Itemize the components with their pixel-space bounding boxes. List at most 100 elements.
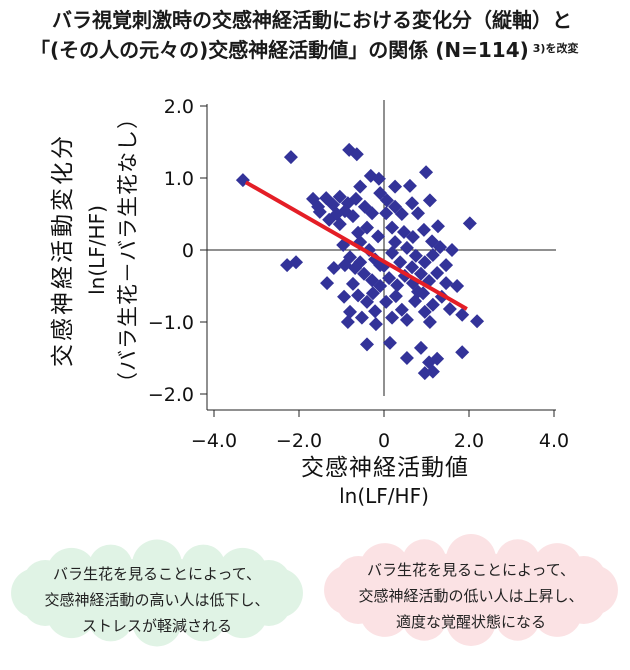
x-tick-label: −4.0 bbox=[191, 430, 237, 452]
data-point bbox=[394, 302, 409, 317]
callout-right-text: バラ生花を見ることによって、 交感神経活動の低い人は上昇し、 適度な覚醒状態にな… bbox=[325, 557, 617, 635]
data-point bbox=[390, 278, 405, 293]
callout-left-line: バラ生花を見ることによって、 bbox=[52, 565, 262, 583]
data-point bbox=[348, 261, 363, 275]
data-point bbox=[422, 315, 437, 329]
data-point bbox=[455, 345, 470, 360]
y-axis-label-line-3: （バラ生花－バラ生花なし） bbox=[116, 107, 140, 393]
data-point bbox=[419, 165, 434, 180]
data-point bbox=[439, 258, 454, 273]
data-point bbox=[379, 206, 394, 221]
data-point bbox=[312, 204, 327, 219]
x-tick-label: 4.0 bbox=[539, 430, 569, 452]
data-point bbox=[322, 212, 337, 227]
data-point bbox=[349, 147, 364, 162]
data-point bbox=[337, 258, 352, 273]
data-point bbox=[430, 219, 445, 234]
data-point bbox=[353, 179, 368, 194]
data-point bbox=[368, 304, 383, 319]
data-point bbox=[357, 266, 372, 281]
y-axis-label-line-1: 交感神経活動変化分 bbox=[50, 133, 76, 367]
x-tick-label: 0 bbox=[378, 430, 390, 452]
data-point bbox=[416, 222, 431, 237]
data-point bbox=[365, 206, 380, 221]
data-point bbox=[337, 289, 352, 304]
callout-right-line: 交感神経活動の低い人は上昇し、 bbox=[358, 587, 584, 605]
data-point bbox=[385, 310, 400, 325]
callout-right-cloud bbox=[324, 534, 618, 646]
callout-right-cloud-bump bbox=[446, 534, 496, 584]
callout-right-cloud-bump bbox=[402, 539, 447, 584]
callout-left-cloud bbox=[11, 539, 303, 647]
x-tick-label: 2.0 bbox=[454, 430, 484, 452]
data-point bbox=[422, 193, 437, 208]
x-axis-label-line-1: 交感神経活動値 bbox=[301, 455, 469, 481]
data-point bbox=[373, 186, 388, 201]
x-axis-ticks: −4.0 −2.0 0 2.0 4.0 bbox=[191, 410, 569, 452]
callout-left-cloud-bump bbox=[88, 597, 133, 642]
callout-right-cloud-bump bbox=[359, 543, 410, 594]
callout-right-cloud-bump bbox=[495, 596, 540, 641]
callout-right-line: 適度な覚醒状態になる bbox=[395, 613, 546, 631]
data-point bbox=[399, 312, 414, 327]
callout-right-cloud-bump bbox=[402, 596, 447, 641]
data-point bbox=[399, 240, 414, 255]
chart-title-line-2-row: 「(その人の元々の)交感神経活動値」の関係 (N=114) 3)を改変 bbox=[30, 37, 578, 63]
trend-line-layer bbox=[244, 180, 468, 311]
callout-left-cloud-bump bbox=[88, 544, 133, 589]
source-note: 3)を改変 bbox=[532, 42, 579, 55]
data-point bbox=[450, 279, 465, 293]
callout-left-cloud-bump bbox=[181, 544, 226, 589]
callout-left-text: バラ生花を見ることによって、 交感神経活動の高い人は低下し、 ストレスが軽減され… bbox=[12, 561, 302, 639]
data-point bbox=[382, 335, 397, 350]
callout-left-line: ストレスが軽減される bbox=[81, 617, 232, 635]
callout-clouds bbox=[11, 534, 618, 647]
data-point bbox=[417, 366, 432, 381]
y-tick-label: 0 bbox=[182, 240, 194, 262]
data-point bbox=[417, 304, 432, 319]
callout-right-line: バラ生花を見ることによって、 bbox=[366, 561, 576, 579]
callout-left-cloud-bump bbox=[181, 597, 226, 642]
data-point bbox=[388, 289, 403, 304]
data-point bbox=[360, 220, 374, 235]
data-point bbox=[411, 284, 425, 299]
data-point bbox=[340, 315, 355, 329]
data-point bbox=[425, 248, 440, 263]
chart-title-line-2: 「(その人の元々の)交感神経活動値」の関係 (N=114) bbox=[30, 38, 529, 62]
data-point bbox=[332, 189, 347, 204]
data-point bbox=[405, 230, 420, 245]
data-point bbox=[388, 235, 403, 250]
data-point bbox=[411, 206, 425, 221]
data-point bbox=[430, 266, 445, 281]
data-point bbox=[425, 297, 440, 312]
data-point bbox=[408, 248, 423, 263]
callout-right-cloud-bump bbox=[561, 556, 606, 601]
callout-left-cloud-bump bbox=[132, 539, 182, 590]
data-point bbox=[442, 302, 457, 317]
callout-left-cloud-bump bbox=[132, 596, 182, 647]
data-point bbox=[413, 266, 428, 281]
data-point bbox=[417, 255, 432, 270]
callout-right-cloud-bump bbox=[446, 596, 496, 646]
chart-title-line-1: バラ視覚刺激時の交感神経活動における変化分（縦軸）と bbox=[52, 8, 572, 32]
data-point bbox=[373, 279, 388, 293]
data-point bbox=[332, 217, 347, 232]
y-tick-label: −2.0 bbox=[148, 384, 194, 406]
y-axis-ticks: 2.0 1.0 0 −1.0 −2.0 bbox=[148, 96, 207, 406]
data-point bbox=[368, 317, 383, 332]
data-point bbox=[455, 307, 470, 322]
data-point bbox=[462, 216, 477, 231]
data-point bbox=[351, 288, 366, 303]
data-point bbox=[379, 294, 394, 309]
data-point bbox=[283, 150, 298, 165]
data-point bbox=[320, 276, 335, 291]
y-tick-label: −1.0 bbox=[148, 312, 194, 334]
data-point bbox=[445, 243, 459, 257]
data-point bbox=[430, 351, 445, 366]
data-point bbox=[385, 245, 400, 260]
data-point bbox=[326, 261, 341, 275]
data-point bbox=[354, 310, 369, 325]
data-point bbox=[394, 207, 409, 221]
data-point bbox=[399, 351, 414, 365]
